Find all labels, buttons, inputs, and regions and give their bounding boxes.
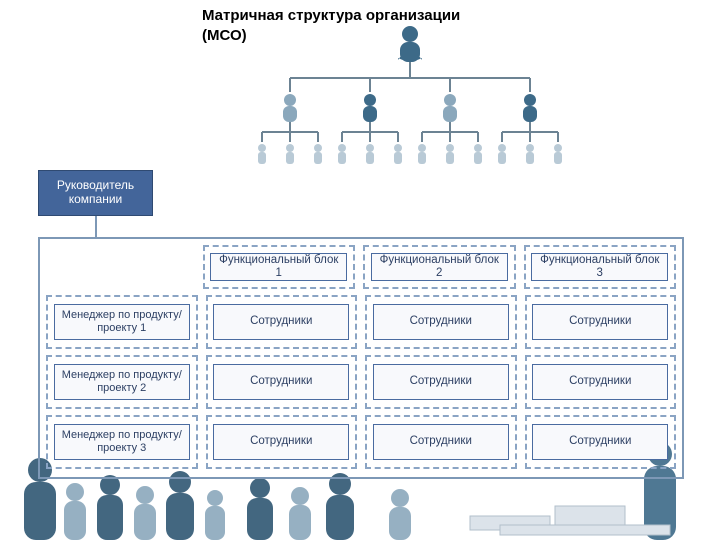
cell-1-2: Сотрудники [365, 295, 517, 349]
cell-2-1-label: Сотрудники [213, 364, 349, 401]
head-connector [95, 216, 97, 238]
mgr-2-label: Менеджер по продукту/ проекту 2 [54, 364, 190, 401]
func-col-2-label: Функциональный блок 2 [371, 253, 508, 282]
cell-2-2: Сотрудники [365, 355, 517, 409]
func-col-1-label: Функциональный блок 1 [210, 253, 347, 282]
cell-3-2: Сотрудники [365, 415, 517, 469]
cell-3-1-label: Сотрудники [213, 424, 349, 461]
matrix-row-1: Менеджер по продукту/ проекту 1 Сотрудни… [46, 295, 676, 349]
mgr-1-label: Менеджер по продукту/ проекту 1 [54, 304, 190, 341]
matrix-row-3: Менеджер по продукту/ проекту 3 Сотрудни… [46, 415, 676, 469]
cell-3-3-label: Сотрудники [532, 424, 668, 461]
cell-1-1-label: Сотрудники [213, 304, 349, 341]
cell-3-1: Сотрудники [206, 415, 358, 469]
cell-3-2-label: Сотрудники [373, 424, 509, 461]
mgr-3: Менеджер по продукту/ проекту 3 [46, 415, 198, 469]
func-col-3: Функциональный блок 3 [524, 245, 677, 289]
func-col-2: Функциональный блок 2 [363, 245, 516, 289]
orgchart-figures [0, 20, 720, 190]
matrix-outer: Функциональный блок 1 Функциональный бло… [38, 237, 684, 479]
cell-2-3: Сотрудники [525, 355, 677, 409]
cell-3-3: Сотрудники [525, 415, 677, 469]
cell-1-3: Сотрудники [525, 295, 677, 349]
cell-2-1: Сотрудники [206, 355, 358, 409]
cell-2-2-label: Сотрудники [373, 364, 509, 401]
head-box: Руководителькомпании [38, 170, 153, 216]
cell-2-3-label: Сотрудники [532, 364, 668, 401]
cell-1-1: Сотрудники [206, 295, 358, 349]
matrix-corner-blank [46, 245, 195, 289]
func-col-3-label: Функциональный блок 3 [531, 253, 668, 282]
cell-1-2-label: Сотрудники [373, 304, 509, 341]
func-col-1: Функциональный блок 1 [203, 245, 356, 289]
matrix-row-2: Менеджер по продукту/ проекту 2 Сотрудни… [46, 355, 676, 409]
cell-1-3-label: Сотрудники [532, 304, 668, 341]
mgr-2: Менеджер по продукту/ проекту 2 [46, 355, 198, 409]
mgr-1: Менеджер по продукту/ проекту 1 [46, 295, 198, 349]
matrix-header-row: Функциональный блок 1 Функциональный бло… [46, 245, 676, 289]
mgr-3-label: Менеджер по продукту/ проекту 3 [54, 424, 190, 461]
